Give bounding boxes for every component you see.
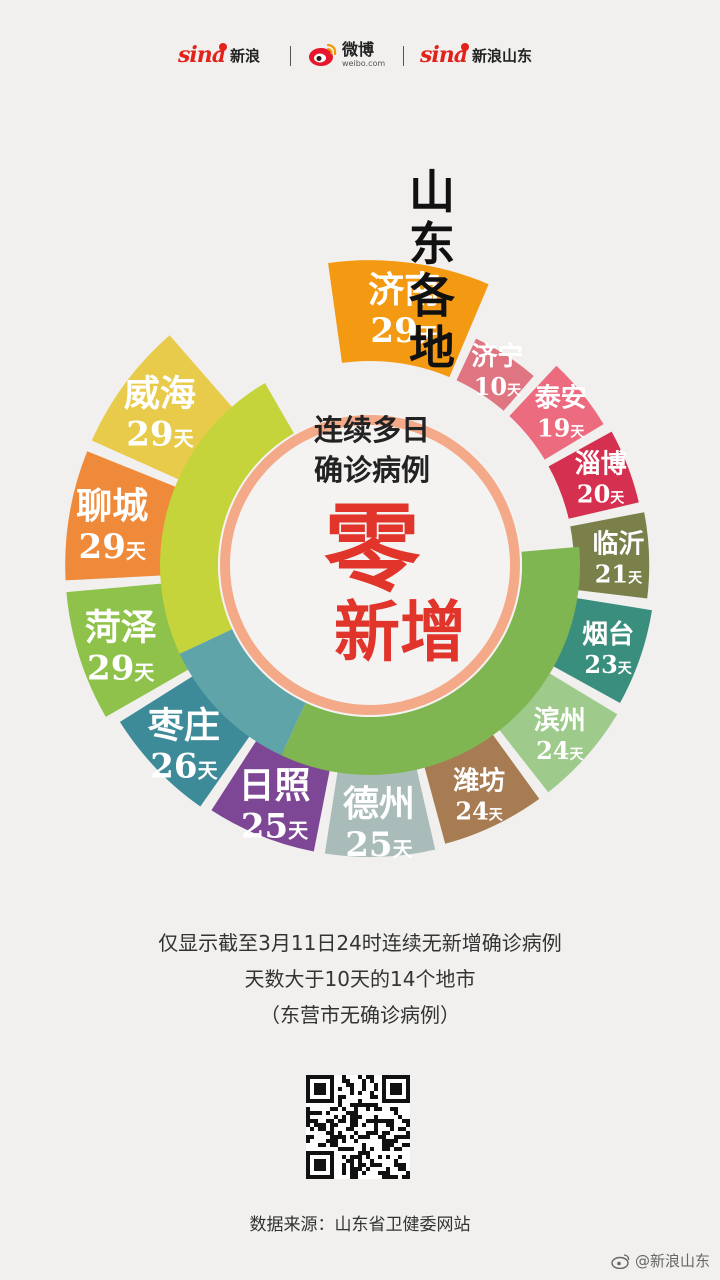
days-value: 24天 — [536, 736, 584, 765]
segment-7 — [423, 730, 540, 844]
weibo-eye-icon — [309, 43, 337, 66]
city-name: 菏泽 — [85, 608, 157, 649]
sina-label: 新浪 — [230, 46, 261, 65]
days-value: 29天 — [370, 311, 438, 351]
weibo-watermark-icon — [611, 1253, 630, 1269]
segment-4 — [570, 512, 650, 599]
sina-shandong-label: 新浪山东 — [472, 46, 533, 65]
sina-wordmark: sina — [420, 42, 468, 68]
weibo-label: 微博 — [342, 40, 375, 59]
days-value: 29天 — [87, 649, 155, 689]
segment-8 — [324, 763, 436, 858]
header: sina 新浪 微博 weibo.com sina 新浪山东 — [0, 30, 720, 80]
segment-1 — [456, 338, 534, 411]
city-name: 烟台 — [582, 619, 634, 650]
footnote: 仅显示截至3月11日24时连续无新增确诊病例 天数大于10天的14个地市 （东营… — [0, 925, 720, 1033]
qr-code[interactable] — [306, 1075, 410, 1179]
weibo-watermark: @新浪山东 — [611, 1250, 710, 1271]
headline-new: 新增 — [334, 594, 466, 671]
note-line: 天数大于10天的14个地市 — [244, 967, 476, 991]
segment-5 — [548, 597, 652, 703]
logo-divider — [403, 46, 404, 66]
city-name: 泰安 — [535, 384, 587, 414]
sina-shandong-logo[interactable]: sina 新浪山东 — [420, 40, 532, 70]
chart-subtitle: 确诊病例 — [314, 453, 430, 487]
segments-group — [65, 260, 652, 858]
center-disc — [218, 413, 522, 717]
city-name: 枣庄 — [147, 706, 220, 747]
city-name: 潍坊 — [453, 766, 505, 797]
segment-12 — [65, 451, 181, 581]
sina-logo[interactable]: sina 新浪 — [178, 40, 260, 70]
days-value: 23天 — [584, 650, 632, 679]
data-source: 数据来源：山东省卫健委网站 — [249, 1215, 471, 1235]
inner-accent-ring — [220, 415, 520, 715]
segment-0 — [328, 260, 489, 378]
chart-title: 山东各地 — [409, 165, 456, 375]
days-value: 21天 — [595, 559, 643, 588]
days-value: 19天 — [537, 414, 585, 443]
inner-ring-teal — [179, 629, 306, 756]
inner-ring-green — [281, 546, 580, 775]
days-value: 10天 — [474, 372, 522, 401]
headline-zero: 零 — [324, 493, 421, 605]
city-name: 济南 — [368, 270, 440, 311]
watermark-label: @新浪山东 — [634, 1252, 710, 1270]
city-name: 临沂 — [592, 528, 644, 559]
city-name: 德州 — [343, 784, 415, 825]
inner-ring-lime — [160, 383, 294, 654]
weibo-logo[interactable]: 微博 weibo.com — [308, 40, 385, 70]
weibo-url: weibo.com — [342, 59, 386, 68]
city-name: 淄博 — [575, 450, 627, 480]
city-name: 滨州 — [534, 705, 586, 736]
note-line: 仅显示截至3月11日24时连续无新增确诊病例 — [158, 931, 562, 955]
days-value: 29天 — [126, 415, 194, 455]
days-value: 26天 — [150, 747, 218, 787]
inner-ring-grey — [337, 357, 347, 415]
logo-divider — [290, 46, 291, 66]
city-name: 济宁 — [471, 341, 523, 372]
sina-eye-icon — [461, 43, 469, 51]
sina-eye-icon — [219, 43, 227, 51]
segment-3 — [548, 431, 639, 519]
chart-subtitle: 连续多日 — [314, 413, 430, 447]
days-value: 20天 — [577, 480, 625, 509]
days-value: 25天 — [345, 825, 413, 865]
city-name: 日照 — [238, 765, 310, 806]
days-value: 25天 — [241, 806, 309, 846]
segment-11 — [66, 583, 194, 717]
segment-9 — [211, 736, 331, 852]
sina-wordmark: sina — [178, 42, 226, 68]
segment-2 — [509, 365, 604, 460]
city-name: 聊城 — [76, 486, 148, 527]
days-value: 24天 — [455, 797, 503, 826]
days-value: 29天 — [79, 527, 147, 567]
note-line: （东营市无确诊病例） — [260, 1003, 460, 1027]
city-name: 威海 — [124, 374, 196, 415]
